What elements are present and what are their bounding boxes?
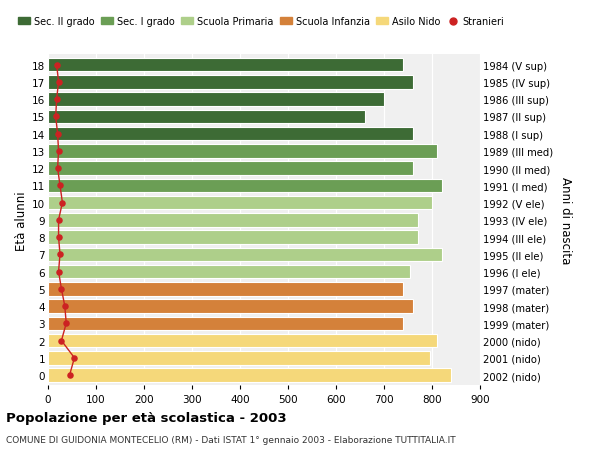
Point (54, 234, 64, 241)
Point (54, 148, 64, 155)
Bar (48, 231, 418, 244)
Y-axis label: Età alunni: Età alunni (15, 190, 28, 250)
Legend: Sec. II grado, Sec. I grado, Scuola Primaria, Scuola Infanzia, Asilo Nido, Stran: Sec. II grado, Sec. I grado, Scuola Prim… (19, 17, 505, 27)
Bar (48, 59, 403, 72)
Bar (48, 334, 437, 347)
Bar (48, 369, 451, 382)
Point (56, 337, 66, 344)
Point (60, 303, 70, 310)
Bar (48, 265, 410, 279)
Bar (48, 351, 430, 365)
Point (52, 62, 61, 69)
Bar (48, 110, 365, 124)
Bar (48, 196, 432, 210)
Point (56, 285, 66, 293)
Point (61, 320, 71, 327)
Point (58, 199, 67, 207)
Point (65, 371, 74, 379)
Bar (48, 213, 418, 227)
Point (53, 165, 62, 173)
Point (55, 182, 65, 190)
Bar (48, 248, 442, 262)
Y-axis label: Anni di nascita: Anni di nascita (559, 177, 572, 264)
Point (55, 251, 65, 258)
Bar (48, 128, 413, 141)
Text: COMUNE DI GUIDONIA MONTECELIO (RM) - Dati ISTAT 1° gennaio 2003 - Elaborazione T: COMUNE DI GUIDONIA MONTECELIO (RM) - Dat… (6, 435, 455, 443)
Text: Popolazione per età scolastica - 2003: Popolazione per età scolastica - 2003 (6, 411, 287, 425)
Bar (48, 179, 442, 193)
Point (70, 354, 79, 362)
Point (54, 217, 64, 224)
Point (51, 113, 61, 121)
Point (52, 96, 61, 104)
Bar (48, 282, 403, 296)
Bar (48, 162, 413, 175)
Bar (48, 145, 437, 158)
Point (53, 130, 62, 138)
Bar (48, 76, 413, 90)
Bar (48, 300, 413, 313)
Bar (48, 93, 384, 106)
Bar (48, 317, 403, 330)
Point (54, 79, 64, 86)
Point (54, 268, 64, 275)
